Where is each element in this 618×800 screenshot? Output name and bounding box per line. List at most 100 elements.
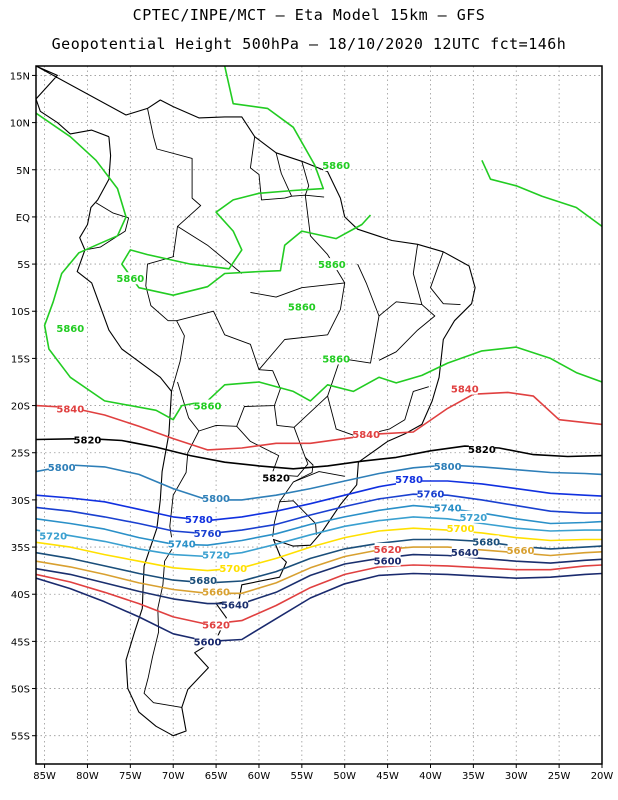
contour-label-background [263, 471, 290, 484]
lon-tick-label: 30W [505, 771, 528, 782]
contour-label-5720: 5720 [459, 513, 487, 524]
contour-label-5680: 5680 [189, 576, 217, 587]
contour-label-background [168, 537, 195, 550]
contour-label-5800: 5800 [434, 462, 462, 473]
country-border [279, 457, 317, 535]
contour-label-background [194, 635, 221, 648]
lon-tick-label: 80W [76, 771, 99, 782]
contour-5720 [36, 516, 602, 558]
contour-label-5620: 5620 [202, 620, 230, 631]
lat-tick-label: 10S [11, 307, 30, 318]
lat-tick-label: 5S [17, 260, 30, 271]
country-border [301, 161, 310, 196]
contour-label-background [203, 548, 230, 561]
lon-tick-label: 45W [376, 771, 399, 782]
lon-tick-label: 25W [548, 771, 571, 782]
contour-label-5620: 5620 [374, 545, 402, 556]
country-border [147, 108, 202, 257]
contour-label-5660: 5660 [507, 546, 535, 557]
map-plot-area [36, 66, 602, 764]
contour-5800 [36, 464, 602, 501]
lat-tick-label: 35S [11, 543, 30, 554]
country-border [176, 310, 281, 432]
contour-label-5780: 5780 [395, 475, 423, 486]
contour-label-background [57, 402, 84, 415]
contour-label-background [374, 542, 401, 555]
contour-label-5640: 5640 [221, 601, 249, 612]
country-border [177, 226, 243, 274]
contour-5760 [36, 493, 602, 535]
contour-label-background [221, 598, 248, 611]
country-border [250, 282, 346, 370]
lon-tick-label: 20W [591, 771, 614, 782]
lat-tick-label: 20S [11, 402, 30, 413]
contour-5600 [36, 572, 602, 643]
contour-label-background [57, 322, 84, 335]
lon-tick-label: 75W [119, 771, 142, 782]
contour-label-5720: 5720 [39, 532, 67, 543]
contour-label-background [190, 574, 217, 587]
contour-label-background [451, 545, 478, 558]
lon-tick-label: 35W [462, 771, 485, 782]
contour-label-background [507, 543, 534, 556]
contour-5860 [121, 66, 372, 296]
contour-label-5760: 5760 [417, 489, 445, 500]
country-border [327, 386, 429, 438]
lat-tick-label: 10N [10, 119, 30, 130]
lon-tick-label: 55W [291, 771, 314, 782]
contour-label-5800: 5800 [202, 494, 230, 505]
contour-label-5840: 5840 [352, 430, 380, 441]
contour-label-5820: 5820 [262, 473, 290, 484]
contour-label-5860: 5860 [318, 260, 346, 271]
contour-label-background [417, 487, 444, 500]
contour-5640 [36, 553, 602, 605]
contour-5860 [36, 112, 602, 421]
lon-tick-label: 65W [205, 771, 228, 782]
contour-label-background [203, 492, 230, 505]
contour-label-5780: 5780 [185, 515, 213, 526]
contour-label-5860: 5860 [116, 274, 144, 285]
contour-label-5860: 5860 [288, 303, 316, 314]
contour-5700 [36, 527, 602, 572]
map-frame [35, 65, 603, 765]
contour-label-background [117, 272, 144, 285]
country-border [293, 471, 345, 483]
lon-tick-label: 70W [162, 771, 185, 782]
contour-5820 [36, 437, 602, 470]
lat-tick-label: 25S [11, 449, 30, 460]
contour-label-background [220, 561, 247, 574]
contour-label-background [288, 300, 315, 313]
lat-tick-label: 50S [11, 685, 30, 696]
contour-label-5680: 5680 [472, 537, 500, 548]
contour-label-background [353, 427, 380, 440]
contour-label-5600: 5600 [374, 556, 402, 567]
contour-label-background [318, 258, 345, 271]
contour-5780 [36, 480, 602, 522]
contour-label-background [473, 535, 500, 548]
contour-label-background [434, 501, 461, 514]
contour-label-5700: 5700 [447, 524, 475, 535]
contour-label-background [374, 554, 401, 567]
lon-tick-label: 50W [333, 771, 356, 782]
lat-tick-label: 40S [11, 590, 30, 601]
country-border [430, 251, 461, 306]
contour-label-background [323, 352, 350, 365]
contour-label-5760: 5760 [194, 529, 222, 540]
contour-label-5800: 5800 [48, 463, 76, 474]
contour-label-5740: 5740 [434, 503, 462, 514]
contour-label-5720: 5720 [202, 551, 230, 562]
latitude-axis: 15N 10N 5N EQ 5S 10S 15S 20S 25S 30S 35S 40S 45S 50S 5… [10, 71, 36, 743]
country-border [249, 136, 325, 201]
contour-5840 [36, 391, 602, 451]
contour-label-background [468, 442, 495, 455]
coastlines-and-borders [36, 66, 476, 737]
lat-tick-label: EQ [16, 213, 30, 224]
contour-label-background [447, 522, 474, 535]
height-contours [36, 66, 602, 643]
lon-tick-label: 60W [248, 771, 271, 782]
contour-5620 [36, 564, 602, 626]
contour-label-background [203, 618, 230, 631]
contour-5740 [36, 504, 602, 546]
contour-label-background [185, 512, 212, 525]
contour-label-5640: 5640 [451, 548, 479, 559]
